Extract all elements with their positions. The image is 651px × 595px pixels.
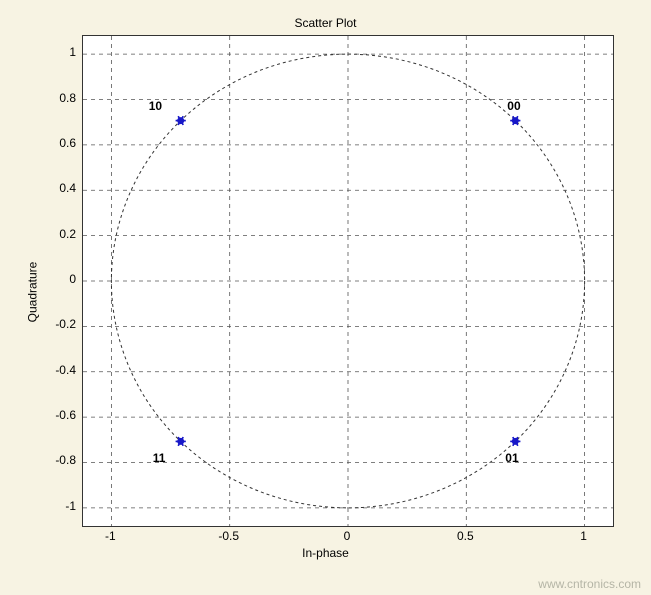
- constellation-label: 00: [507, 99, 520, 113]
- x-axis-label: In-phase: [10, 546, 641, 560]
- x-tick-label: 0.5: [445, 529, 485, 543]
- y-tick-label: -0.2: [36, 317, 76, 331]
- y-tick-label: 0.2: [36, 227, 76, 241]
- x-tick-label: -1: [90, 529, 130, 543]
- x-tick-label: 0: [327, 529, 367, 543]
- x-tick-label: -0.5: [209, 529, 249, 543]
- y-axis-label: Quadrature: [25, 262, 39, 323]
- plot-area: 00 10 11 01: [82, 35, 614, 527]
- y-tick-label: -0.6: [36, 408, 76, 422]
- y-tick-label: 0.4: [36, 181, 76, 195]
- y-tick-label: 0.8: [36, 91, 76, 105]
- y-tick-label: 0: [36, 272, 76, 286]
- y-tick-label: -0.8: [36, 453, 76, 467]
- x-tick-label: 1: [564, 529, 604, 543]
- y-tick-label: 0.6: [36, 136, 76, 150]
- y-tick-label: -0.4: [36, 363, 76, 377]
- y-tick-label: 1: [36, 45, 76, 59]
- chart-container: Scatter Plot Quadrature 00101101 In-phas…: [10, 10, 641, 570]
- y-tick-label: -1: [36, 499, 76, 513]
- constellation-label: 11: [153, 451, 166, 465]
- constellation-label: 01: [505, 451, 518, 465]
- chart-title: Scatter Plot: [10, 16, 641, 30]
- constellation-label: 10: [149, 99, 162, 113]
- watermark: www.cntronics.com: [538, 577, 641, 591]
